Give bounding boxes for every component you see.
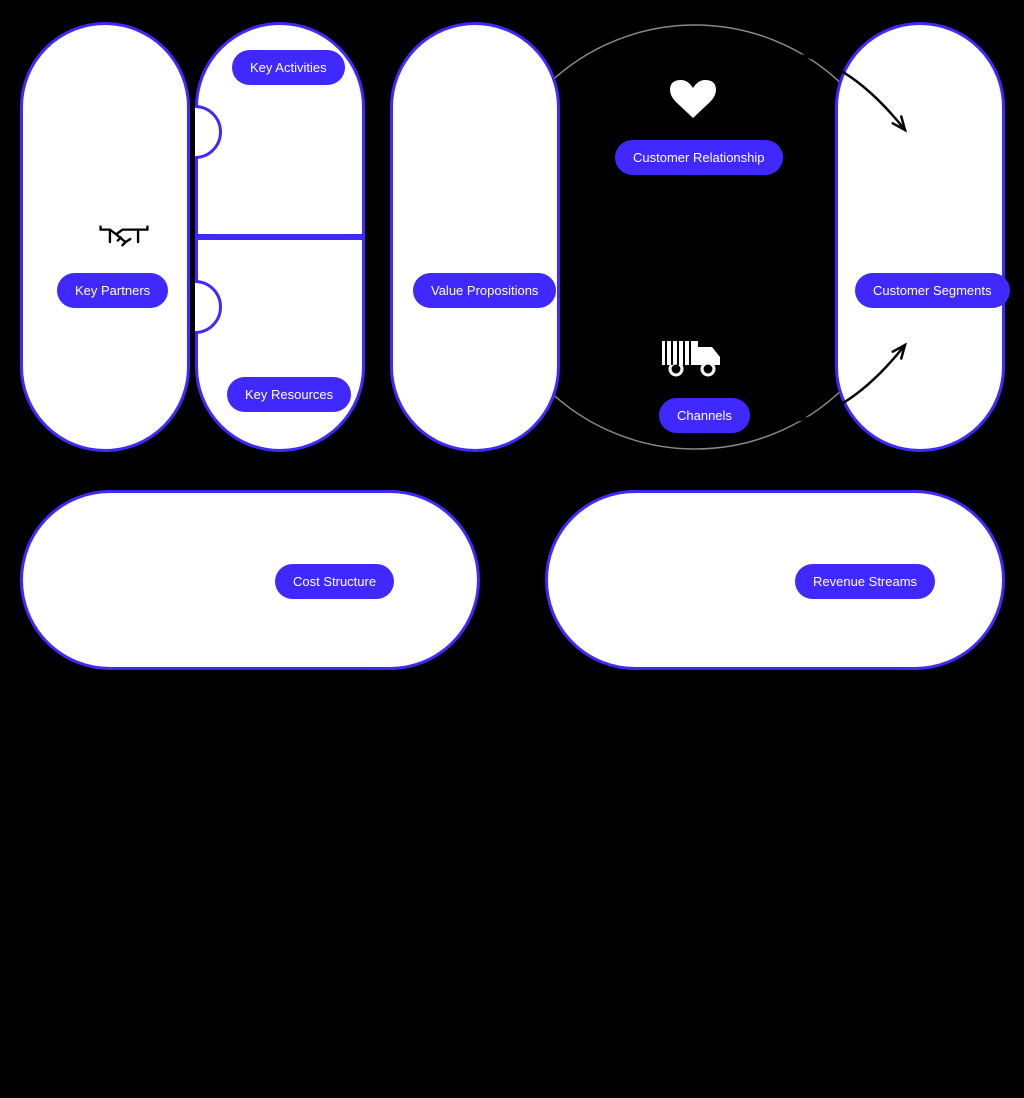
key-resources-label: Key Resources: [227, 377, 351, 412]
key-resources-block: [195, 237, 365, 452]
key-partners-block: [20, 22, 190, 452]
channels-label: Channels: [659, 398, 750, 433]
truck-icon: [662, 335, 722, 377]
calculator-icon: [135, 1038, 177, 1098]
value-propositions-block: [390, 22, 560, 452]
revenue-streams-block: $: [545, 490, 1005, 670]
value-propositions-label: Value Propositions: [413, 273, 556, 308]
customer-segments-label: Customer Segments: [855, 273, 1010, 308]
customer-relationship-label: Customer Relationship: [615, 140, 783, 175]
cost-structure-label: Cost Structure: [275, 564, 394, 599]
customer-segments-block: [835, 22, 1005, 452]
cost-structure-block: [20, 490, 480, 670]
heart-icon: [670, 80, 716, 120]
key-activities-label: Key Activities: [232, 50, 345, 85]
key-partners-label: Key Partners: [57, 273, 168, 308]
revenue-streams-label: Revenue Streams: [795, 564, 935, 599]
handshake-icon: [99, 214, 149, 264]
